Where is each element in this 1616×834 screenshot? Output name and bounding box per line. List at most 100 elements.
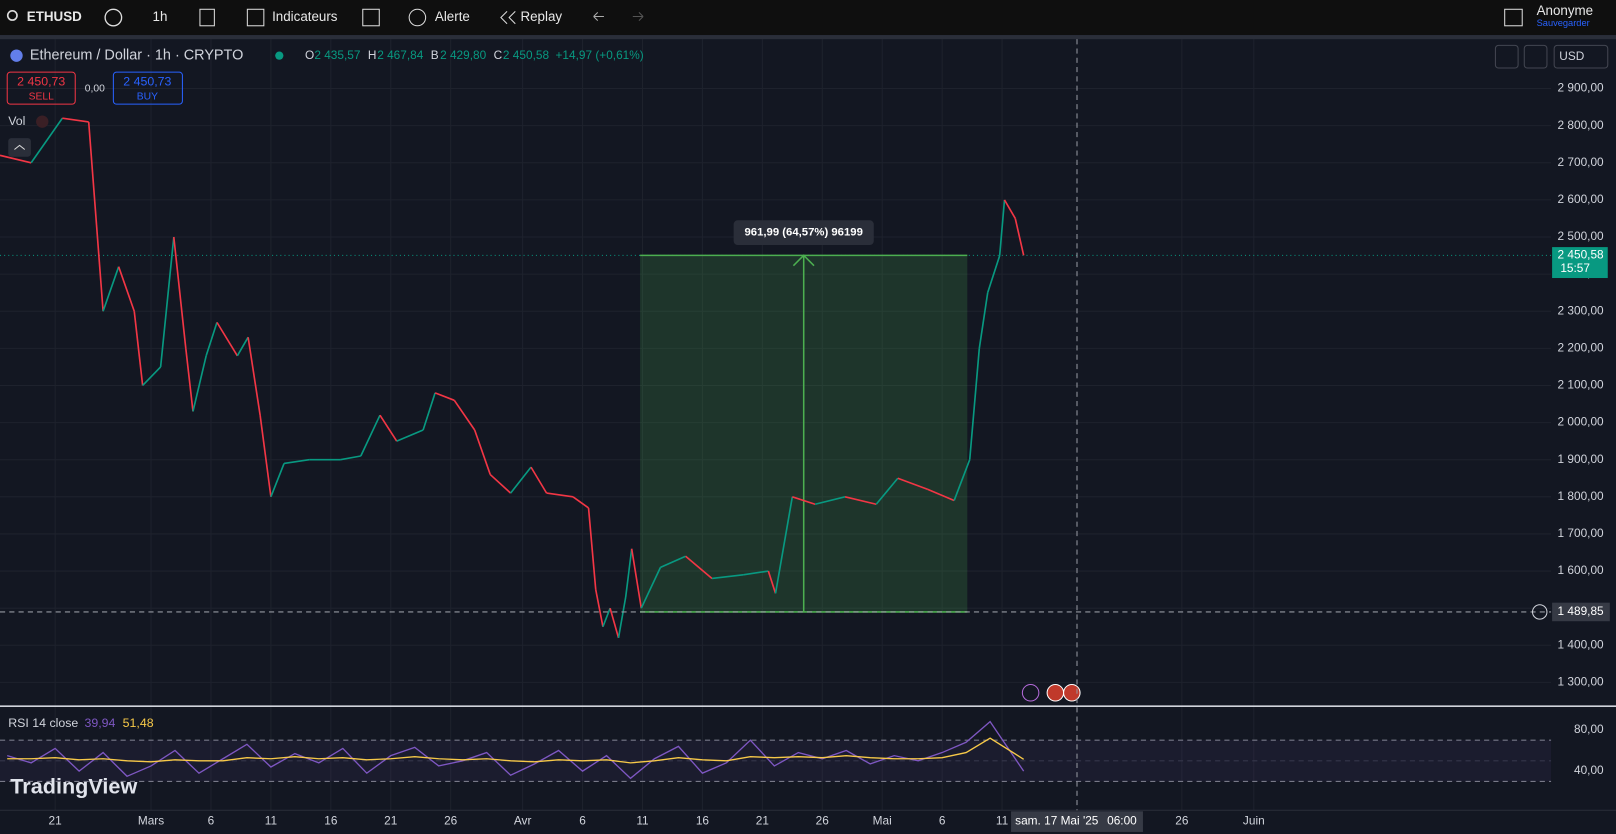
x-tick-label: 21 (756, 814, 770, 828)
price-segment (660, 555, 686, 569)
price-segment (453, 399, 476, 431)
price-segment (792, 496, 816, 506)
measure-label: 961,99 (64,57%) 96199 (745, 227, 863, 239)
add-symbol[interactable] (104, 8, 123, 27)
close-key: C (494, 48, 503, 62)
interval[interactable]: 1h (153, 9, 168, 24)
undo-button[interactable] (593, 12, 604, 21)
price-segment (30, 117, 64, 164)
crosshair-price-tag (1552, 602, 1610, 622)
alert-button[interactable]: Alerte (435, 9, 470, 24)
toolbar-border (0, 35, 1616, 40)
price-segment (530, 466, 548, 494)
market-status (275, 51, 284, 60)
crosshair-date-tag (1011, 811, 1143, 832)
price-segment (602, 607, 611, 628)
price-segment (968, 348, 981, 460)
x-tick-label: 21 (384, 814, 398, 828)
price-segment (743, 570, 769, 576)
collapse-button[interactable] (8, 138, 31, 157)
x-tick-label: Juin (1243, 814, 1265, 828)
y-tick-label: 1 800,00 (1558, 489, 1605, 503)
price-segment (624, 548, 633, 598)
crosshair-date: sam. 17 Mai '25 (1015, 814, 1099, 828)
y-tick-label: 2 900,00 (1558, 81, 1605, 95)
price-segment (192, 355, 207, 412)
price-segment (978, 292, 989, 349)
legend-title: Ethereum / Dollar · 1h · CRYPTO (30, 47, 243, 63)
indicators-icon[interactable] (246, 8, 265, 27)
symbol[interactable]: ETHUSD (27, 9, 82, 24)
branding: TradingView (10, 773, 137, 798)
measure-label-bg (733, 220, 874, 246)
price-segment (814, 496, 846, 506)
y-tick-label: 1 700,00 (1558, 526, 1605, 540)
x-tick-label: 16 (324, 814, 338, 828)
add-alert-button[interactable] (1532, 604, 1548, 620)
price-segment (247, 337, 261, 416)
plot: 961,99 (64,57%) 96199 (0, 117, 1025, 780)
spread: 0,00 (85, 83, 105, 94)
price-segment (0, 154, 32, 164)
price-segment (340, 455, 361, 461)
replay-button[interactable]: Replay (520, 9, 562, 24)
price-segment (422, 392, 436, 431)
x-tick-label: 26 (1175, 814, 1189, 828)
currency[interactable]: USD (1559, 49, 1584, 63)
rsi-band-fill (0, 740, 1552, 782)
x-tick-label: 11 (265, 814, 278, 828)
price-segment (617, 596, 627, 639)
collapse-icon (14, 144, 26, 150)
y-tick-label: 1 900,00 (1558, 452, 1605, 466)
y-tick-label: 2 800,00 (1558, 118, 1605, 132)
sell-label[interactable]: SELL (29, 92, 54, 103)
fullscreen-button[interactable] (1504, 8, 1523, 27)
save-link[interactable]: Sauvegarder (1537, 18, 1590, 28)
buy-price[interactable]: 2 450,73 (123, 75, 171, 89)
price-segment (640, 566, 662, 609)
alert-icon[interactable] (408, 8, 427, 27)
price-segment (572, 496, 590, 509)
x-tick-label: Avr (514, 814, 532, 828)
replay-icon[interactable] (500, 10, 516, 25)
download-button[interactable] (1494, 44, 1519, 69)
currency-select[interactable] (1553, 44, 1609, 69)
y-tick-label: 2 100,00 (1558, 378, 1605, 392)
y-tick-label: 2 500,00 (1558, 229, 1605, 243)
x-tick-label: 6 (579, 814, 586, 828)
x-tick-label: 6 (208, 814, 215, 828)
open-value: 2 435,57 (314, 48, 360, 62)
price-segment (259, 415, 272, 497)
layouts-button[interactable] (362, 8, 380, 27)
price-segment (897, 477, 929, 491)
price-segment (117, 266, 136, 312)
redo-button[interactable] (632, 12, 644, 21)
x-tick-label: 6 (939, 814, 946, 828)
chart-type-button[interactable] (199, 8, 215, 27)
sell-button[interactable] (6, 71, 76, 105)
price-segment (434, 392, 455, 402)
price-segment (159, 236, 175, 368)
price-segment (509, 466, 532, 494)
event-icon[interactable] (1063, 684, 1081, 702)
sell-price[interactable]: 2 450,73 (17, 75, 65, 89)
volume-label: Vol (8, 114, 25, 128)
price-segment (102, 266, 120, 312)
y-tick-label: 2 200,00 (1558, 340, 1605, 354)
price-segment (396, 429, 424, 442)
last-price-label: 2 450,58 (1558, 247, 1605, 261)
rsi-tick-label: 40,00 (1574, 763, 1604, 777)
x-tick-label: 26 (444, 814, 458, 828)
event-icon[interactable] (1021, 684, 1040, 702)
y-tick-label: 1 600,00 (1558, 563, 1605, 577)
buy-button[interactable] (112, 71, 183, 105)
search-icon[interactable] (6, 9, 18, 21)
fit-button[interactable] (1523, 44, 1548, 69)
user-name[interactable]: Anonyme (1537, 3, 1594, 18)
buy-label[interactable]: BUY (137, 92, 158, 103)
event-icon[interactable] (1046, 684, 1065, 702)
indicators-button[interactable]: Indicateurs (272, 9, 338, 24)
grid (0, 39, 1552, 811)
price-segment (953, 459, 971, 501)
